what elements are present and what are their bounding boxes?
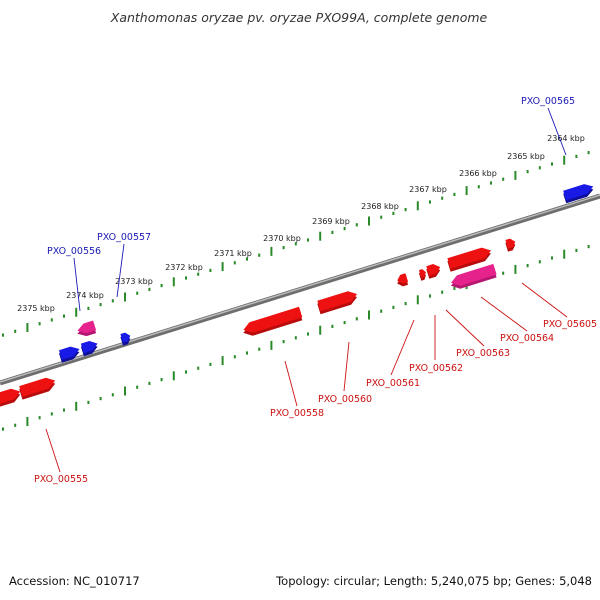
ruler-label: 2368 kbp	[361, 202, 399, 211]
ruler-label: 2373 kbp	[115, 277, 153, 286]
gene-label-pxo_00565: PXO_00565	[521, 96, 575, 156]
leader-line	[116, 243, 125, 298]
reverse-gene-arrow	[447, 247, 491, 272]
gene-label-pxo_00557: PXO_00557	[97, 232, 151, 298]
gene-label-pxo_00561: PXO_00561	[366, 319, 420, 389]
reverse-gene-arrow	[426, 264, 441, 279]
forward-gene-arrow	[80, 341, 98, 357]
reverse-gene-arrow	[397, 273, 409, 287]
ruler-label: 2374 kbp	[66, 291, 104, 300]
gene-label-text: PXO_00556	[47, 246, 101, 257]
leader-line	[284, 360, 298, 407]
reverse-gene-arrow	[19, 377, 56, 400]
map-title: Xanthomonas oryzae pv. oryzae PXO99A, co…	[110, 10, 488, 25]
gene-label-text: PXO_00562	[409, 363, 463, 374]
ruler-label: 2369 kbp	[312, 217, 350, 226]
gene-label-pxo_00558: PXO_00558	[270, 360, 324, 419]
gene-label-text: PXO_00558	[270, 408, 324, 419]
forward-gene-arrow	[563, 184, 594, 204]
leader-line	[445, 309, 485, 347]
gene-label-pxo_00556: PXO_00556	[47, 246, 101, 312]
ruler-label: 2375 kbp	[17, 304, 55, 313]
gene-label-pxo_00564: PXO_00564	[480, 296, 554, 344]
gene-label-pxo_00563: PXO_00563	[445, 309, 510, 359]
genome-backbone	[0, 193, 600, 386]
outer-tick-track	[2, 151, 590, 337]
gene-label-text: PXO_00563	[456, 348, 510, 359]
leader-line	[45, 428, 61, 473]
reverse-gene-arrow	[317, 291, 358, 315]
ruler-label: 2364 kbp	[547, 134, 585, 143]
leader-line	[390, 319, 415, 376]
reverse-gene-arrow	[243, 306, 303, 336]
gene-label-text: PXO_00561	[366, 378, 420, 389]
reverse-gene-arrow	[505, 238, 516, 252]
rna-gene-block	[451, 263, 497, 289]
accession-text: Accession: NC_010717	[9, 574, 140, 588]
rna-gene-block	[77, 320, 97, 337]
leader-line	[343, 341, 350, 392]
inner-tick-track	[2, 245, 590, 431]
gene-label-pxo_00555: PXO_00555	[34, 428, 88, 485]
gene-label-pxo_00560: PXO_00560	[318, 341, 372, 405]
reverse-gene-arrow	[0, 388, 21, 407]
gene-label-text: PXO_00560	[318, 394, 372, 405]
ruler-label: 2370 kbp	[263, 234, 301, 243]
reverse-gene-arrow	[418, 269, 426, 281]
gene-label-text: PXO_00555	[34, 474, 88, 485]
gene-label-pxo_05605: PXO_05605	[521, 282, 597, 330]
leader-line	[480, 296, 528, 332]
gene-label-text: PXO_05605	[543, 319, 597, 330]
ruler-label: 2366 kbp	[459, 169, 497, 178]
ruler-label: 2371 kbp	[214, 249, 252, 258]
gene-label-text: PXO_00564	[500, 333, 554, 344]
ruler-label: 2365 kbp	[507, 152, 545, 161]
genome-summary-text: Topology: circular; Length: 5,240,075 bp…	[276, 574, 592, 588]
ruler-label: 2367 kbp	[409, 185, 447, 194]
gene-label-pxo_00562: PXO_00562	[409, 315, 463, 374]
forward-gene-arrow	[59, 346, 80, 363]
forward-gene-arrow	[120, 332, 131, 346]
gene-label-text: PXO_00557	[97, 232, 151, 243]
leader-line	[547, 107, 567, 156]
leader-line	[521, 282, 568, 318]
gene-label-text: PXO_00565	[521, 96, 575, 107]
leader-line	[73, 257, 81, 312]
ruler-label: 2372 kbp	[165, 263, 203, 272]
